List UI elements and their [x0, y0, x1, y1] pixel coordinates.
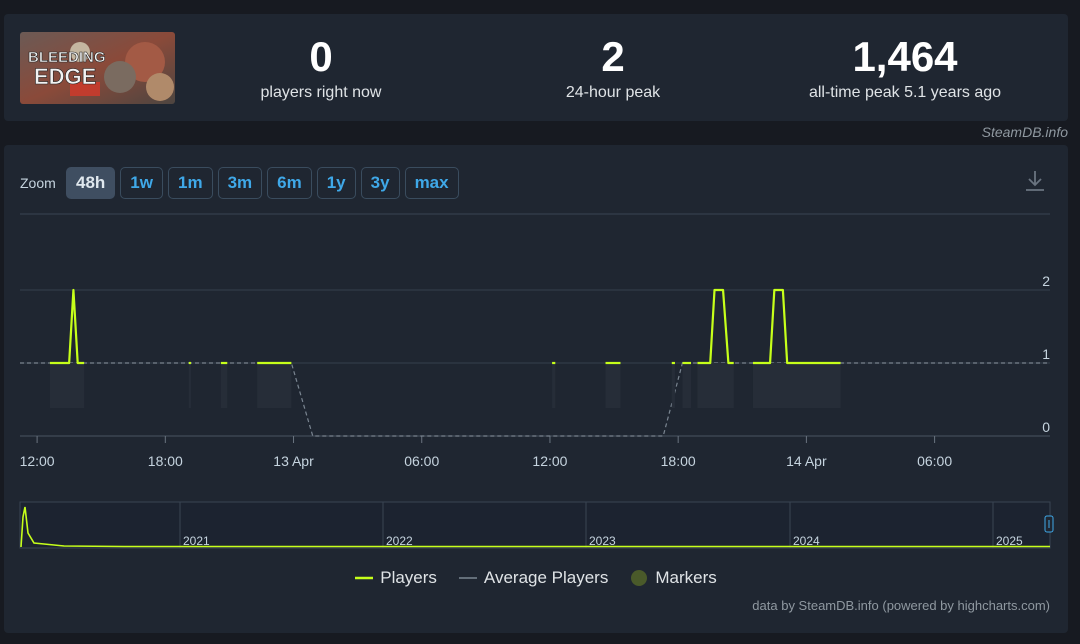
- x-tick-label: 13 Apr: [273, 453, 314, 469]
- stat-all-time-peak: 1,464 all-time peak 5.1 years ago: [775, 34, 1035, 102]
- zoom-button-1w[interactable]: 1w: [120, 167, 163, 199]
- legend-markers[interactable]: Markers: [630, 568, 717, 588]
- average-players-line: [20, 362, 1050, 437]
- legend-markers-swatch: [631, 570, 648, 586]
- marker-band: [671, 363, 675, 408]
- average-players-series: [20, 362, 1050, 437]
- all-time-peak-label: all-time peak 5.1 years ago: [808, 84, 1002, 101]
- navigator-year-label: 2025: [996, 534, 1023, 548]
- zoom-label: Zoom: [20, 175, 56, 191]
- legend-average-label: Average Players: [483, 568, 609, 587]
- players-line-segment: [697, 288, 734, 365]
- x-tick-label: 12:00: [20, 453, 55, 469]
- svg-text:EDGE: EDGE: [34, 64, 96, 89]
- legend-average-swatch: [458, 577, 477, 579]
- marker-band: [552, 363, 556, 408]
- navigator-frame[interactable]: [19, 501, 1051, 549]
- chart-card: 0 1 2 12:00 18:00 13 Apr 06:00 12:00 18:00 14 Ap…: [4, 145, 1068, 633]
- marker-band: [49, 363, 85, 408]
- zoom-buttons: 48h 1w 1m 3m 6m 1y 3y max: [66, 167, 459, 199]
- x-tick-label: 12:00: [532, 453, 567, 469]
- zoom-button-3y[interactable]: 3y: [360, 167, 400, 199]
- stat-current-players: 0 players right now: [191, 34, 451, 102]
- legend-players-label: Players: [380, 568, 437, 587]
- zoom-button-48h[interactable]: 48h: [66, 167, 116, 199]
- players-line-segment: [752, 288, 841, 365]
- peak-24h-value: 2: [601, 33, 625, 80]
- navigator-year-label: 2022: [386, 534, 413, 548]
- all-time-peak-value: 1,464: [852, 33, 958, 80]
- zoom-button-6m[interactable]: 6m: [267, 167, 312, 199]
- legend-markers-label: Markers: [655, 568, 717, 587]
- y-tick-label: 2: [1042, 273, 1050, 289]
- zoom-button-1m[interactable]: 1m: [167, 167, 213, 199]
- x-axis: 12:00 18:00 13 Apr 06:00 12:00 18:00 14 Apr 06:…: [20, 436, 952, 469]
- steamdb-credit[interactable]: SteamDB.info: [981, 124, 1068, 140]
- marker-band: [188, 363, 191, 408]
- player-chart: 0 1 2 12:00 18:00 13 Apr 06:00 12:00 18:00 14 Ap…: [19, 213, 1054, 549]
- x-tick-label: 06:00: [917, 453, 952, 469]
- navigator-year-label: 2021: [183, 534, 210, 548]
- navigator-series: [20, 506, 1050, 548]
- x-tick-label: 14 Apr: [786, 453, 827, 469]
- peak-24h-label: 24-hour peak: [565, 84, 661, 101]
- game-logo[interactable]: BLEEDING EDGE: [20, 32, 175, 104]
- y-tick-label: 1: [1042, 346, 1050, 362]
- legend-players-swatch: [355, 576, 374, 580]
- y-axis: 0 1 2: [1042, 273, 1050, 435]
- game-logo-text: BLEEDING: [28, 49, 106, 66]
- marker-band: [682, 363, 691, 408]
- legend-players[interactable]: Players: [355, 568, 437, 588]
- x-tick-label: 18:00: [661, 453, 696, 469]
- current-players-value: 0: [309, 33, 333, 80]
- current-players-label: players right now: [260, 84, 382, 101]
- players-series: [49, 288, 841, 408]
- marker-band: [220, 363, 228, 408]
- marker-band: [752, 363, 841, 408]
- navigator-year-label: 2023: [589, 534, 616, 548]
- zoom-button-1y[interactable]: 1y: [316, 167, 356, 199]
- players-line-segment: [49, 288, 85, 365]
- zoom-button-max[interactable]: max: [404, 167, 459, 199]
- marker-band: [257, 363, 292, 408]
- chart-legend: Players Average Players Markers: [4, 568, 1068, 588]
- x-tick-label: 06:00: [404, 453, 439, 469]
- download-icon[interactable]: [1024, 169, 1046, 198]
- marker-band: [697, 363, 734, 408]
- marker-band: [605, 363, 621, 408]
- x-tick-label: 18:00: [148, 453, 183, 469]
- navigator: 2021 2022 2023 2024 2025: [19, 501, 1054, 549]
- highcharts-credit[interactable]: data by SteamDB.info (powered by highcha…: [752, 598, 1050, 613]
- stat-24h-peak: 2 24-hour peak: [483, 34, 743, 102]
- chart-grid: [20, 213, 1050, 437]
- y-tick-label: 0: [1042, 419, 1050, 435]
- navigator-year-label: 2024: [793, 534, 820, 548]
- stats-card: BLEEDING EDGE 0 players right now 2 24-h…: [4, 14, 1068, 121]
- zoom-button-3m[interactable]: 3m: [217, 167, 263, 199]
- legend-average-players[interactable]: Average Players: [458, 568, 609, 588]
